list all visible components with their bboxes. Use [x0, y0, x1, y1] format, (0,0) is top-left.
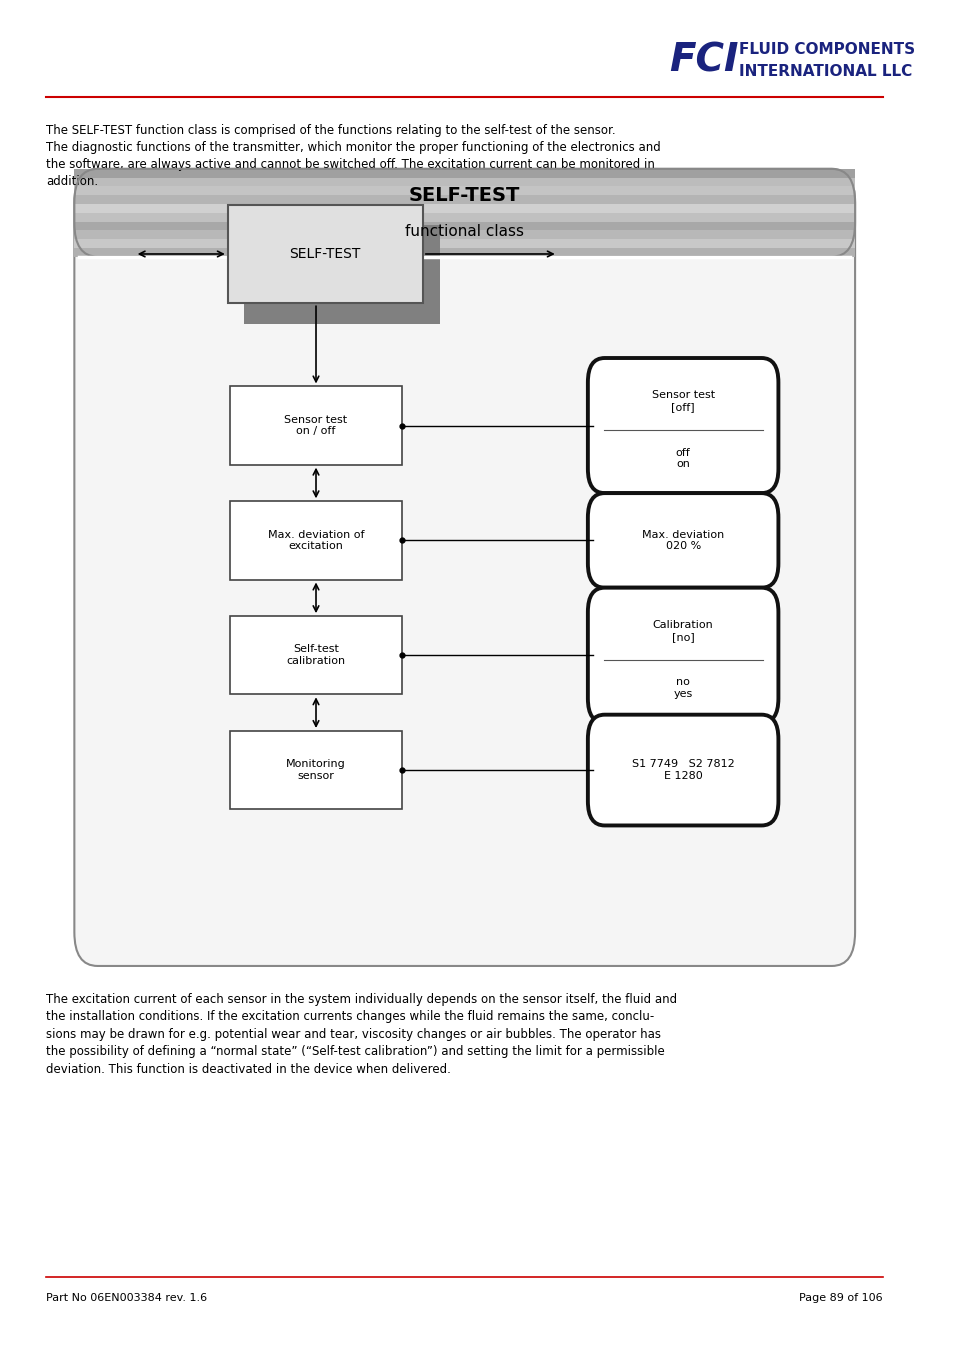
Bar [230, 501, 401, 580]
Text: off
on: off on [675, 447, 690, 469]
Bar [228, 205, 422, 303]
Bar [74, 204, 854, 213]
Bar [74, 213, 854, 222]
Text: The excitation current of each sensor in the system individually depends on the : The excitation current of each sensor in… [47, 993, 677, 1075]
FancyBboxPatch shape [74, 169, 854, 966]
Bar [230, 616, 401, 694]
Text: SELF-TEST: SELF-TEST [409, 186, 520, 205]
FancyBboxPatch shape [587, 715, 778, 825]
Text: SELF-TEST: SELF-TEST [290, 247, 360, 261]
Text: FLUID COMPONENTS: FLUID COMPONENTS [739, 42, 914, 58]
Text: S1 7749   S2 7812
E 1280: S1 7749 S2 7812 E 1280 [631, 759, 734, 781]
Text: functional class: functional class [405, 223, 523, 239]
Text: The SELF-TEST function class is comprised of the functions relating to the self-: The SELF-TEST function class is comprise… [47, 124, 660, 188]
Text: Page 89 of 106: Page 89 of 106 [799, 1293, 882, 1302]
Bar [74, 231, 854, 239]
Bar [74, 169, 854, 177]
Text: INTERNATIONAL LLC: INTERNATIONAL LLC [739, 63, 911, 80]
Text: Part No 06EN003384 rev. 1.6: Part No 06EN003384 rev. 1.6 [47, 1293, 208, 1302]
Text: Monitoring
sensor: Monitoring sensor [286, 759, 346, 781]
Bar [74, 222, 854, 230]
Text: Sensor test
[off]: Sensor test [off] [651, 390, 714, 412]
Bar [230, 731, 401, 809]
Bar [74, 186, 854, 195]
FancyBboxPatch shape [587, 358, 778, 493]
Bar [244, 224, 439, 324]
Text: Sensor test
on / off: Sensor test on / off [284, 415, 347, 436]
Text: no
yes: no yes [673, 677, 692, 698]
FancyBboxPatch shape [587, 588, 778, 723]
Text: Self-test
calibration: Self-test calibration [286, 644, 345, 666]
Text: Calibration
[no]: Calibration [no] [652, 620, 713, 642]
Bar [74, 239, 854, 249]
Text: Max. deviation of
excitation: Max. deviation of excitation [268, 530, 364, 551]
Text: FCI: FCI [668, 42, 738, 80]
Bar [230, 386, 401, 465]
Text: Max. deviation
020 %: Max. deviation 020 % [641, 530, 723, 551]
Bar [74, 178, 854, 186]
Bar [74, 249, 854, 257]
FancyBboxPatch shape [587, 493, 778, 588]
Bar [74, 196, 854, 204]
